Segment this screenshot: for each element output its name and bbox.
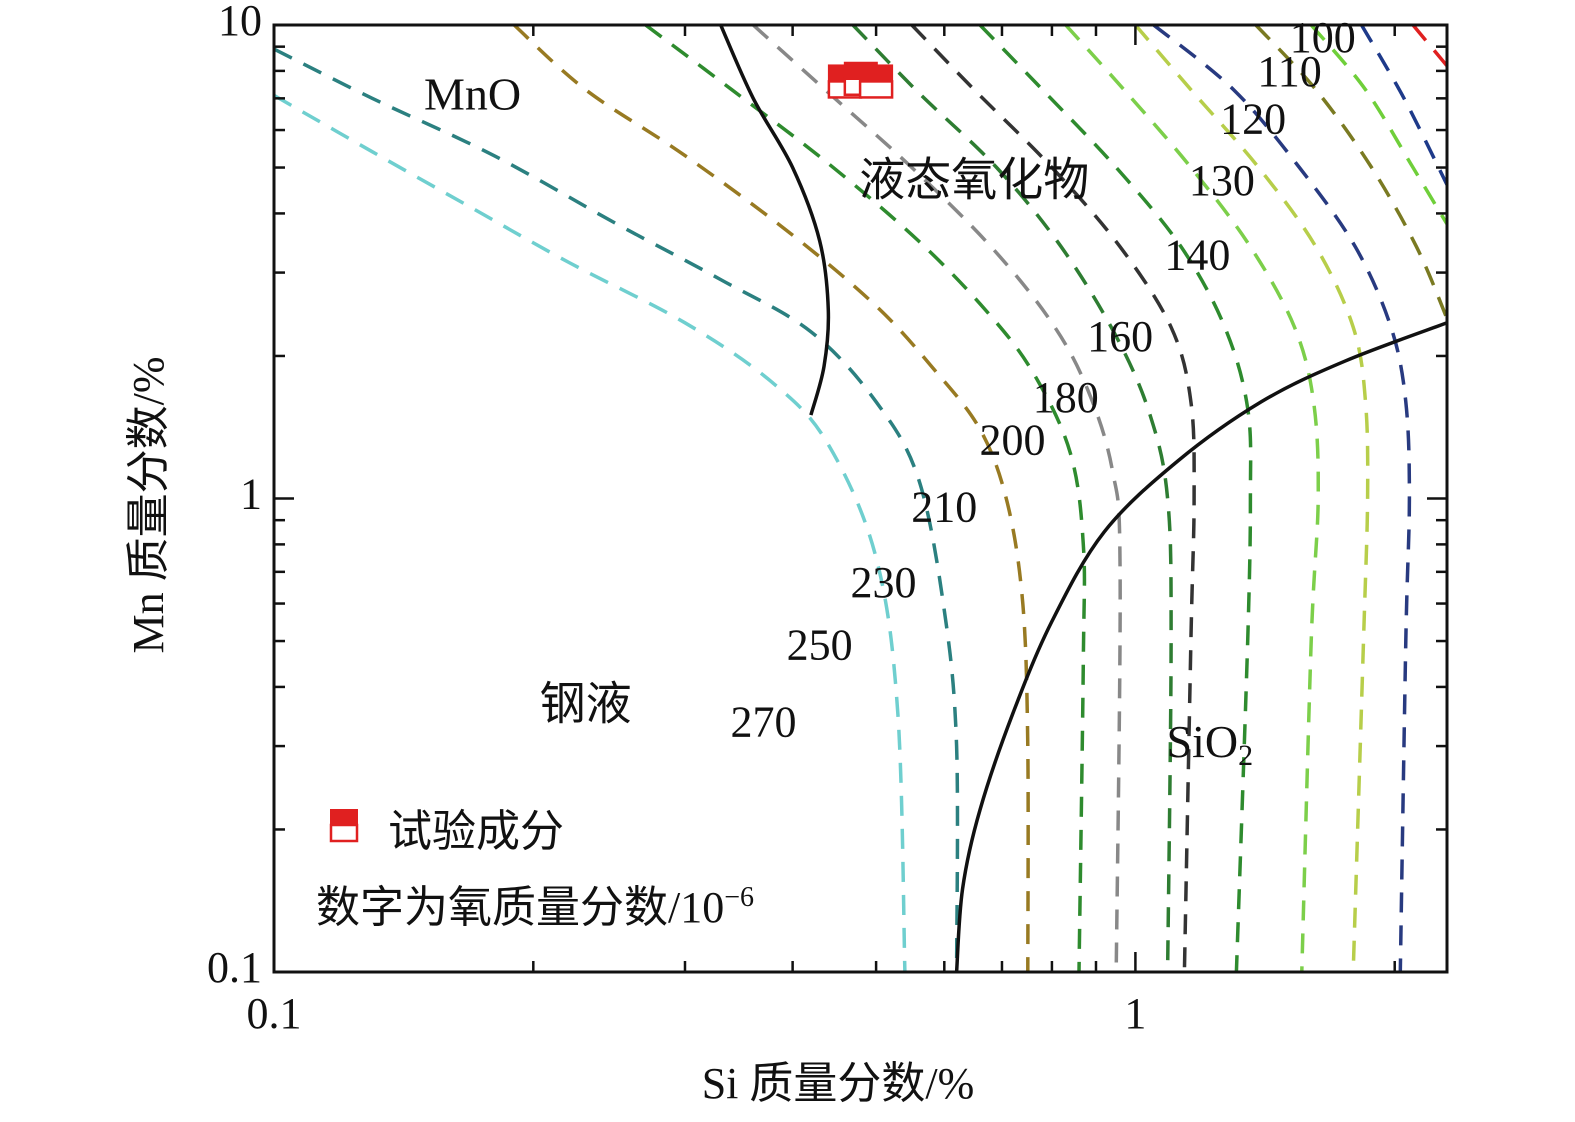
contour-line-100	[1254, 25, 1447, 320]
experimental-point-2-top	[859, 64, 894, 82]
x-axis-title: Si 质量分数/%	[702, 1059, 975, 1108]
contour-line-210	[644, 25, 1087, 972]
oxygen-contours	[274, 25, 1447, 972]
legend-note-superscript: −6	[724, 882, 754, 913]
phase-boundaries	[719, 25, 1447, 972]
contour-line-130	[1064, 25, 1321, 972]
region-label-steel: 钢液	[540, 678, 632, 729]
y-tick-label-10: 10	[218, 0, 262, 45]
contour-label-270: 270	[730, 698, 796, 747]
contour-line-200	[752, 25, 1122, 972]
contour-line-270	[274, 93, 907, 972]
x-tick-label-0.1: 0.1	[247, 989, 302, 1038]
y-tick-label-1: 1	[240, 470, 262, 519]
y-tick-label-0.1: 0.1	[207, 943, 262, 992]
region-label-mno-text: MnO	[424, 68, 521, 119]
legend-marker-top	[330, 809, 358, 825]
legend-marker-label: 试验成分	[388, 807, 564, 856]
contour-label-140: 140	[1164, 230, 1230, 279]
contour-label-230: 230	[851, 558, 917, 607]
region-label-mno: MnO	[424, 68, 521, 119]
region-label-steel-text: 钢液	[540, 678, 632, 729]
contour-line-140	[978, 25, 1253, 972]
contour-line-230	[512, 25, 1030, 972]
contour-label-250: 250	[787, 621, 853, 670]
x-tick-label-1: 1	[1124, 989, 1146, 1038]
contour-line-unlabeled-14	[1411, 25, 1447, 67]
experimental-point-2-bottom	[858, 80, 894, 99]
region-label-sio2-text: SiO	[1166, 716, 1238, 767]
region-label-sio2: SiO2	[1166, 716, 1253, 772]
region-label-liquid_oxide-text: 液态氧化物	[859, 154, 1089, 205]
boundary-liquid_sio2	[954, 321, 1447, 972]
contour-label-120: 120	[1220, 94, 1286, 143]
contour-label-180: 180	[1033, 373, 1099, 422]
contour-label-100: 100	[1290, 13, 1356, 62]
contour-label-160: 160	[1087, 312, 1153, 361]
contour-line-110	[1152, 25, 1412, 972]
region-label-liquid_oxide: 液态氧化物	[859, 154, 1089, 205]
legend-marker-bottom	[329, 823, 359, 843]
experimental-points	[827, 61, 894, 99]
legend-note: 数字为氧质量分数/10−6	[316, 882, 754, 932]
contour-label-210: 210	[911, 482, 977, 531]
contour-line-160	[910, 25, 1196, 972]
boundary-mno_liquid	[719, 25, 831, 416]
contour-line-250	[274, 47, 960, 972]
contour-line-180	[851, 25, 1173, 972]
y-axis-title: Mn 质量分数/%	[124, 357, 173, 654]
contour-label-110: 110	[1257, 47, 1321, 96]
legend-note-text: 数字为氧质量分数/10	[316, 883, 724, 932]
contour-line-unlabeled-12	[1309, 25, 1447, 225]
legend: 试验成分 数字为氧质量分数/10−6	[316, 807, 754, 932]
contour-line-unlabeled-13	[1359, 25, 1447, 186]
contour-label-130: 130	[1189, 156, 1255, 205]
contour-label-200: 200	[980, 416, 1046, 465]
region-label-sio2-subscript: 2	[1238, 739, 1253, 772]
